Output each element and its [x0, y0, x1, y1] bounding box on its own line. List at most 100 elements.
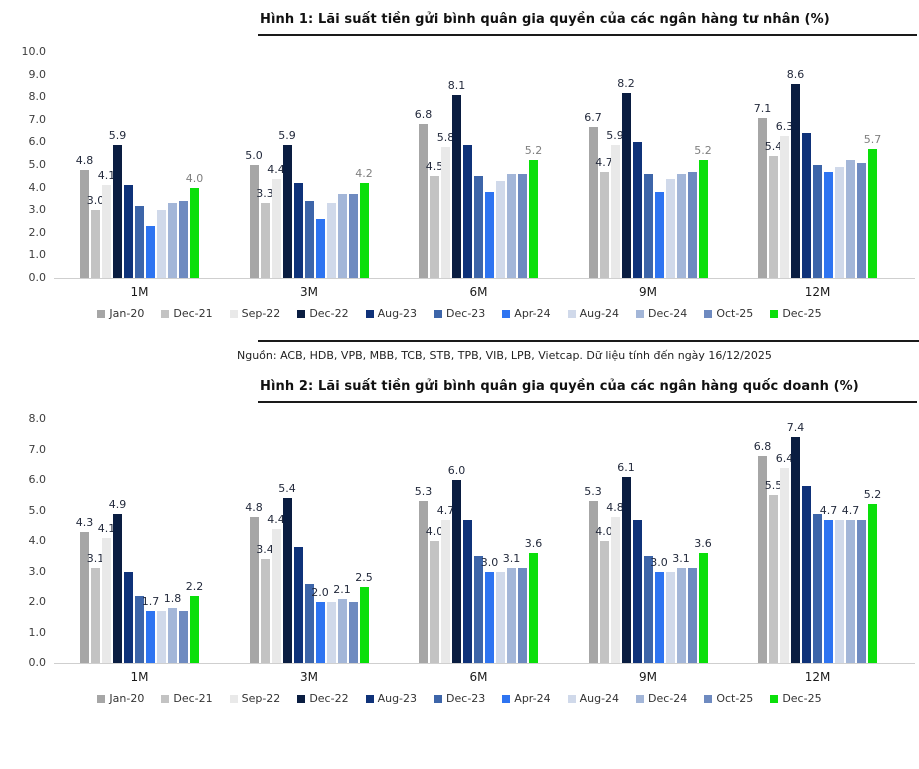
bar-sep-22-3m	[271, 178, 281, 278]
bar-slot: 5.5	[765, 419, 782, 663]
bar-dec-22-12m	[791, 437, 800, 663]
bar-dec-23-12m	[813, 513, 822, 663]
bar-slot: 2.2	[186, 419, 203, 663]
bar-group-3m: 4.8 3.4 4.4 5.4 2.0 2.1 2.5	[245, 419, 373, 663]
bar-slot	[168, 52, 177, 278]
bar-oct-25-1m	[179, 611, 188, 663]
bar-dec-21-9m	[599, 171, 609, 278]
bar-dec-23-9m	[643, 174, 653, 278]
bar-slot	[474, 52, 483, 278]
legend-swatch-icon	[229, 694, 238, 703]
bar-dec-21-6m	[430, 541, 439, 663]
bar-dec-22-9m	[621, 476, 631, 663]
bar-slot: 4.0	[186, 52, 203, 278]
bar-slot: 6.7	[584, 52, 602, 278]
bar-slot: 6.8	[754, 419, 771, 663]
bar-slot	[665, 52, 675, 278]
bar-value-label: 3.0	[86, 194, 105, 208]
legend-label: Sep-22	[241, 692, 281, 705]
bar-value-label: 6.8	[414, 108, 433, 122]
bar-slot	[835, 52, 844, 278]
bar-value-label: 5.7	[863, 133, 882, 147]
bar-slot: 5.3	[584, 419, 602, 663]
bar-apr-24-3m	[315, 602, 325, 663]
bar-value-label: 7.1	[753, 101, 772, 115]
bar-slot	[824, 52, 833, 278]
bar-dec-21-3m	[260, 559, 270, 663]
bar-jan-20-12m	[758, 455, 767, 663]
legend-item-dec-25: Dec-25	[770, 692, 822, 705]
plot-area: 4.8 3.0 4.1 5.9 4.0 5.0 3.3 4.4 5.9 4.2 6.8 4.5 5.8 8…	[54, 52, 915, 279]
bar-dec-21-9m	[599, 541, 609, 663]
bar-dec-24-9m	[676, 174, 686, 278]
bar-value-label: 4.4	[267, 162, 285, 176]
category-label-9m: 9M	[639, 285, 657, 299]
bar-dec-21-3m	[260, 203, 270, 278]
bar-aug-24-3m	[326, 602, 336, 663]
bar-aug-23-1m	[124, 571, 133, 663]
bar-slot	[463, 52, 472, 278]
bar-value-label: 1.7	[141, 595, 160, 609]
y-axis-tick: 1.0	[28, 248, 47, 262]
bar-dec-23-6m	[474, 176, 483, 278]
bar-apr-24-12m	[824, 171, 833, 278]
bar-value-label: 4.8	[606, 500, 624, 514]
bar-sep-22-9m	[610, 144, 620, 278]
plot-wrap: 4.8 3.0 4.1 5.9 4.0 5.0 3.3 4.4 5.9 4.2 6.8 4.5 5.8 8…	[54, 52, 915, 299]
bar-aug-24-12m	[835, 167, 844, 278]
bar-value-label: 6.3	[775, 119, 794, 133]
bar-value-label: 5.0	[245, 149, 263, 162]
bar-dec-22-1m	[113, 144, 122, 278]
bar-slot: 3.1	[672, 419, 690, 663]
legend-label: Aug-24	[579, 307, 620, 320]
bar-dec-22-1m	[113, 513, 122, 663]
bar-slot: 5.9	[606, 52, 624, 278]
bar-slot	[654, 52, 664, 278]
bar-slot: 3.6	[694, 419, 712, 663]
bar-aug-23-3m	[293, 183, 303, 278]
bar-sep-22-12m	[780, 467, 789, 663]
bar-slot: 4.8	[245, 419, 263, 663]
bar-dec-22-6m	[452, 480, 461, 663]
source-note: Nguồn: ACB, HDB, VPB, MBB, TCB, STB, TPB…	[237, 349, 772, 362]
figure1-plot-row: 10.0 9.0 8.0 7.0 6.0 5.0 4.0 3.0 2.0 1.0 0.0 4.8 3.…	[10, 45, 915, 299]
bar-jan-20-1m	[80, 169, 89, 278]
bar-slot: 5.3	[415, 419, 432, 663]
bar-group-6m: 5.3 4.0 4.7 6.0 3.0 3.1 3.6	[415, 419, 542, 663]
bar-slot: 5.8	[437, 52, 454, 278]
bar-dec-25-1m	[190, 187, 199, 278]
y-axis-tick: 3.0	[28, 203, 47, 217]
bar-slot	[687, 52, 697, 278]
y-axis-tick: 5.0	[28, 158, 47, 171]
category-label-12m: 12M	[804, 670, 831, 684]
bar-slot	[857, 52, 866, 278]
bar-slot	[315, 52, 325, 278]
bar-oct-25-6m	[518, 568, 527, 663]
legend-label: Dec-24	[648, 692, 688, 705]
bar-slot	[326, 419, 336, 663]
bar-slot	[485, 52, 494, 278]
figure2-chart: 8.0 7.0 6.0 5.0 4.0 3.0 2.0 1.0 0.0 4.3 3.1 4.1 4.9…	[0, 412, 919, 705]
category-label-6m: 6M	[469, 285, 488, 299]
legend-label: Aug-23	[377, 307, 418, 320]
legend-label: Oct-25	[716, 307, 754, 320]
y-axis-tick: 2.0	[28, 225, 47, 239]
bar-slot	[687, 419, 697, 663]
legend-swatch-icon	[636, 309, 645, 318]
bar-slot	[293, 419, 303, 663]
bar-slot: 6.1	[617, 419, 635, 663]
bar-value-label: 2.0	[311, 586, 329, 599]
bar-slot: 7.1	[754, 52, 771, 278]
bar-slot: 4.7	[595, 52, 613, 278]
y-axis-tick: 1.0	[28, 625, 47, 639]
bar-slot	[518, 419, 527, 663]
bar-value-label: 4.7	[841, 503, 860, 517]
y-axis-tick: 0.0	[28, 271, 47, 284]
bar-slot: 4.8	[76, 52, 93, 278]
bar-slot: 5.9	[109, 52, 126, 278]
bar-slot: 4.5	[426, 52, 443, 278]
bar-oct-25-6m	[518, 174, 527, 278]
bar-slot: 4.9	[109, 419, 126, 663]
bar-slot: 7.4	[787, 419, 804, 663]
